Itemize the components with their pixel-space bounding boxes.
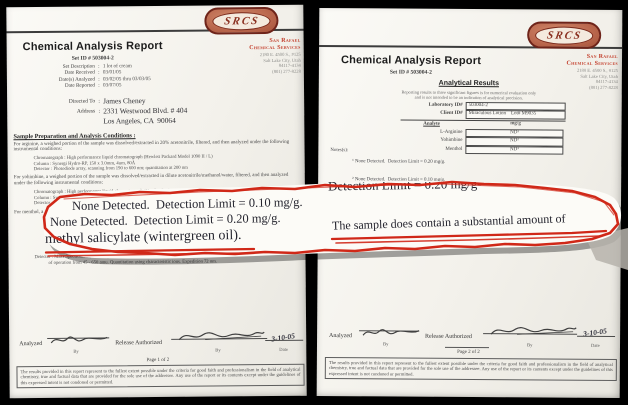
company-address-line: 2180 E. 4500 S., #125	[576, 67, 618, 74]
meta-value: 03/07/05	[102, 82, 122, 89]
mass-spec-line: of operation from 45 - 650 amu. Quantita…	[48, 259, 218, 266]
srcs-logo-oval: SRCS	[535, 25, 594, 45]
disclaimer-box: The results provided in this report repr…	[324, 356, 617, 381]
signature-squiggle	[490, 327, 577, 335]
results-subtitle: Reporting results to three significant f…	[349, 89, 589, 101]
notes-label: Notes(s):	[330, 148, 349, 154]
company-address-line: 2180 E. 4500 S., #125	[259, 51, 301, 58]
date-line	[265, 339, 304, 342]
section-heading: Sample Preparation and Analysis Conditio…	[13, 132, 136, 141]
directed-to-block: Directed To : James Cheney Address : 233…	[11, 96, 188, 128]
srcs-logo-text: SRCS	[545, 29, 583, 42]
conditions-block: Chromatograph : High performance liquid …	[34, 154, 298, 173]
analyzed-label: Analyzed	[19, 341, 43, 348]
paragraph-yohimbine: For yohimbine, a weighed portion of the …	[13, 172, 289, 187]
set-id: Set ID # 503004-2	[389, 69, 432, 76]
meta-label: Date Reported	[64, 82, 96, 90]
company-address-line: (801) 277-8228	[589, 84, 618, 90]
report-title: Chemical Analysis Report	[22, 39, 163, 54]
colon: :	[98, 98, 100, 105]
by-label: By	[382, 341, 389, 347]
signature-squiggle	[362, 329, 420, 336]
colon: :	[98, 108, 101, 115]
left-document: SRCS Chemical Analysis Report Set ID # 5…	[6, 4, 307, 399]
page-number: Page 2 of 2	[457, 349, 480, 356]
company-address-line: (801) 277-8228	[272, 68, 301, 74]
client-id-label: Client ID#	[440, 111, 463, 117]
analyzed-label: Analyzed	[329, 333, 353, 340]
signature-date: 3-10-05	[270, 331, 296, 344]
callout-line-partial-wrap: Detection Limit = 0.20 mg/g-	[328, 182, 498, 194]
condition-line: Detector : Photodiode array, scanning fr…	[33, 165, 188, 173]
results-heading: Analytical Results	[438, 79, 500, 88]
address-row: Los Angeles, CA 90064	[11, 116, 187, 128]
results-table: Laboratory ID# 503004-2 Client ID# Mirac…	[400, 101, 566, 155]
signature-squiggle	[178, 331, 265, 341]
client-id-value: Miraculous Lotion Lot# M9035	[465, 110, 566, 120]
company-address: 2180 E. 4500 S., #125 Salt Lake City, Ut…	[260, 52, 301, 74]
disclaimer-box: The results provided in this report repr…	[16, 363, 305, 389]
report-title: Chemical Analysis Report	[340, 54, 482, 68]
results-subtitle-line: and is not intended to be an indication …	[414, 94, 523, 101]
company-name: San Rafael Chemical Services	[566, 54, 618, 68]
date-label: Date	[590, 342, 600, 348]
set-id: Set ID # 503004-2	[71, 55, 114, 62]
table-row: Client ID# Miraculous Lotion Lot# M9035	[401, 110, 566, 120]
by-label: By	[526, 342, 533, 348]
paragraph-arginine: For arginine, a weighed portion of the s…	[13, 139, 290, 153]
company-address: 2180 E. 4500 S., #125 Salt Lake City, Ut…	[577, 68, 618, 90]
meta-colon: :	[98, 82, 100, 89]
company-name-line2: Chemical Services	[566, 60, 618, 67]
srcs-logo: SRCS	[204, 6, 279, 35]
report-meta: Set Description : 1 lot of cream Date Re…	[11, 63, 151, 90]
date-label: Date	[279, 346, 288, 352]
footer-rule	[444, 346, 489, 349]
spacer	[11, 117, 95, 128]
signature-squiggle	[50, 336, 108, 344]
srcs-logo-text: SRCS	[222, 14, 260, 27]
address-value: Los Angeles, CA 90064	[103, 115, 176, 126]
release-authorized-label: Release Authorized	[115, 339, 163, 347]
company-name-line2: Chemical Services	[249, 44, 301, 51]
note-line: ³ None Detected. Detection Limit = 0.20 …	[352, 193, 543, 201]
srcs-logo: SRCS	[527, 21, 602, 49]
by-label: By	[73, 348, 79, 354]
by-label: By	[215, 347, 221, 353]
right-document: SRCS Chemical Analysis Report Set ID # 5…	[316, 7, 623, 399]
meta-row: Date Reported : 03/07/05	[11, 82, 151, 90]
srcs-logo-oval: SRCS	[212, 11, 271, 31]
company-name: San Rafael Chemical Services	[249, 38, 301, 52]
note-line: ¹ None Detected. Detection Limit = 0.20 …	[352, 159, 446, 166]
callout-line-partial: Detection Limit = 0.20 mg/g-	[328, 182, 482, 194]
directed-to-value: James Cheney	[103, 96, 146, 106]
release-authorized-label: Release Authorized	[425, 333, 472, 341]
